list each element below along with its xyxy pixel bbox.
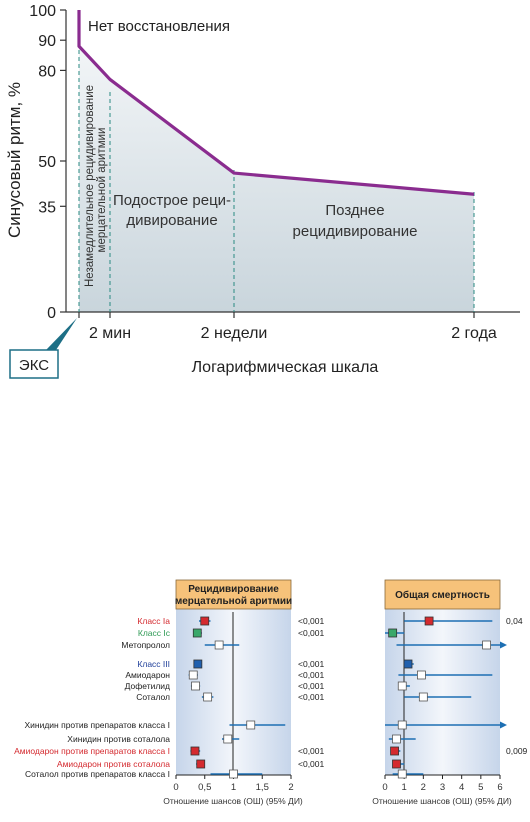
x-tick-label: 2 недели [201,325,268,342]
x-axis-label: Логарифмическая шкала [192,359,379,376]
p-value: <0,001 [298,659,325,669]
y-axis-label: Синусовый ритм, % [5,82,24,238]
area-fill [79,46,474,313]
odds-ratio-marker [191,681,200,691]
row-label: Класс III [137,659,170,669]
y-tick-label: 35 [38,199,56,216]
forest-x-tick-label: 1 [231,782,236,793]
odds-ratio-marker [229,769,238,779]
forest-x-tick-label: 2 [288,782,293,793]
y-tick-label: 100 [29,3,56,20]
row-label: Амиодарон против соталола [57,759,170,769]
odds-ratio-marker [188,670,198,680]
eks-callout-box [9,349,59,379]
forest-x-tick-label: 4 [459,782,464,793]
odds-ratio-marker [203,692,213,702]
forest-x-tick-label: 3 [440,782,445,793]
p-value: <0,001 [298,616,325,626]
annotation-subacute-line2: дивирование [126,212,217,229]
odds-ratio-marker [397,769,407,779]
p-value: 0,04 [506,616,523,626]
forest1-header-box [175,579,292,610]
row-label: Хинидин против препаратов класса I [24,720,170,730]
odds-ratio-marker [397,681,407,691]
odds-ratio-marker [196,759,206,769]
row-label: Амиодарон против препаратов класса I [14,746,170,756]
odds-ratio-marker [424,616,434,626]
annotation-subacute-line1: Подострое реци- [113,192,231,209]
row-label: Метопролол [121,640,170,650]
forest1-x-axis-label: Отношение шансов (ОШ) (95% ДИ) [163,796,303,806]
forest-x-tick-label: 1,5 [256,782,269,793]
odds-ratio-marker [418,692,428,702]
odds-ratio-marker [482,640,491,650]
eks-callout-pointer [46,318,77,350]
odds-ratio-marker [388,628,398,638]
p-value: <0,001 [298,681,325,691]
y-tick-label: 80 [38,63,56,80]
odds-ratio-marker [190,746,200,756]
annotation-immediate-recurrence-line1: Незамедлительное рецидивирование [84,85,96,287]
row-label: Соталол против препаратов класса I [25,769,170,779]
odds-ratio-marker [214,640,224,650]
odds-ratio-marker [390,746,399,756]
row-label: Класс Ia [137,616,170,626]
sinus-rhythm-chart: 100 90 80 50 35 0 2 мин 2 недели 2 года Синусов… [5,3,520,379]
odds-ratio-marker [392,759,401,769]
odds-ratio-marker [200,616,210,626]
p-value: <0,001 [298,628,325,638]
sinus-rhythm-line [77,10,475,196]
forest-plot-mortality: Общая смертность 0 1 2 3 4 5 6 0,04 0,009 Отнош… [372,579,528,806]
p-value: <0,001 [298,692,325,702]
odds-ratio-marker [392,734,401,744]
forest-x-tick-label: 0 [173,782,178,793]
annotation-late-line2: рецидивирование [293,223,418,240]
y-tick-label: 90 [38,33,56,50]
y-tick-label: 0 [47,305,56,322]
p-value: 0,009 [506,746,528,756]
annotation-late-line1: Позднее [325,202,384,219]
odds-ratio-marker [223,734,233,744]
odds-ratio-marker [417,670,426,680]
forest-x-tick-label: 1 [402,782,407,793]
forest-x-tick-label: 0,5 [198,782,211,793]
p-value: <0,001 [298,746,325,756]
ci-arrow-icon [500,641,507,649]
forest2-title: Общая смертность [395,589,490,601]
eks-label: ЭКС [19,357,49,374]
p-value: <0,001 [298,759,325,769]
annotation-immediate-recurrence-line2: мерцательной аритмии [96,128,108,253]
forest-x-tick-label: 6 [497,782,502,793]
ci-arrow-icon [500,721,507,729]
forest-x-tick-label: 5 [478,782,483,793]
row-label: Амиодарон [125,670,170,680]
x-tick-label: 2 года [451,325,497,342]
odds-ratio-marker [246,720,256,730]
odds-ratio-marker [397,720,407,730]
odds-ratio-marker [403,659,413,669]
odds-ratio-marker [192,628,202,638]
forest2-x-axis-label: Отношение шансов (ОШ) (95% ДИ) [372,796,512,806]
odds-ratio-marker [193,659,203,669]
row-label: Соталол [136,692,170,702]
forest-x-tick-label: 0 [382,782,387,793]
x-tick-label: 2 мин [89,325,131,342]
forest-plot-recurrence: Рецидивирование мерцательной аритмии 0 0,… [14,579,325,806]
y-tick-label: 50 [38,154,56,171]
forest1-title-line1: Рецидивирование [188,584,279,595]
row-label: Дофетилид [125,681,170,691]
forest-x-tick-label: 2 [421,782,426,793]
forest2-header-box [384,579,501,610]
p-value: <0,001 [298,670,325,680]
annotation-no-restoration: Нет восстановления [88,18,230,35]
row-label: Класс Ic [138,628,171,638]
forest1-title-line2: мерцательной аритмии [175,596,292,607]
row-label: Хинидин против соталола [67,734,170,744]
